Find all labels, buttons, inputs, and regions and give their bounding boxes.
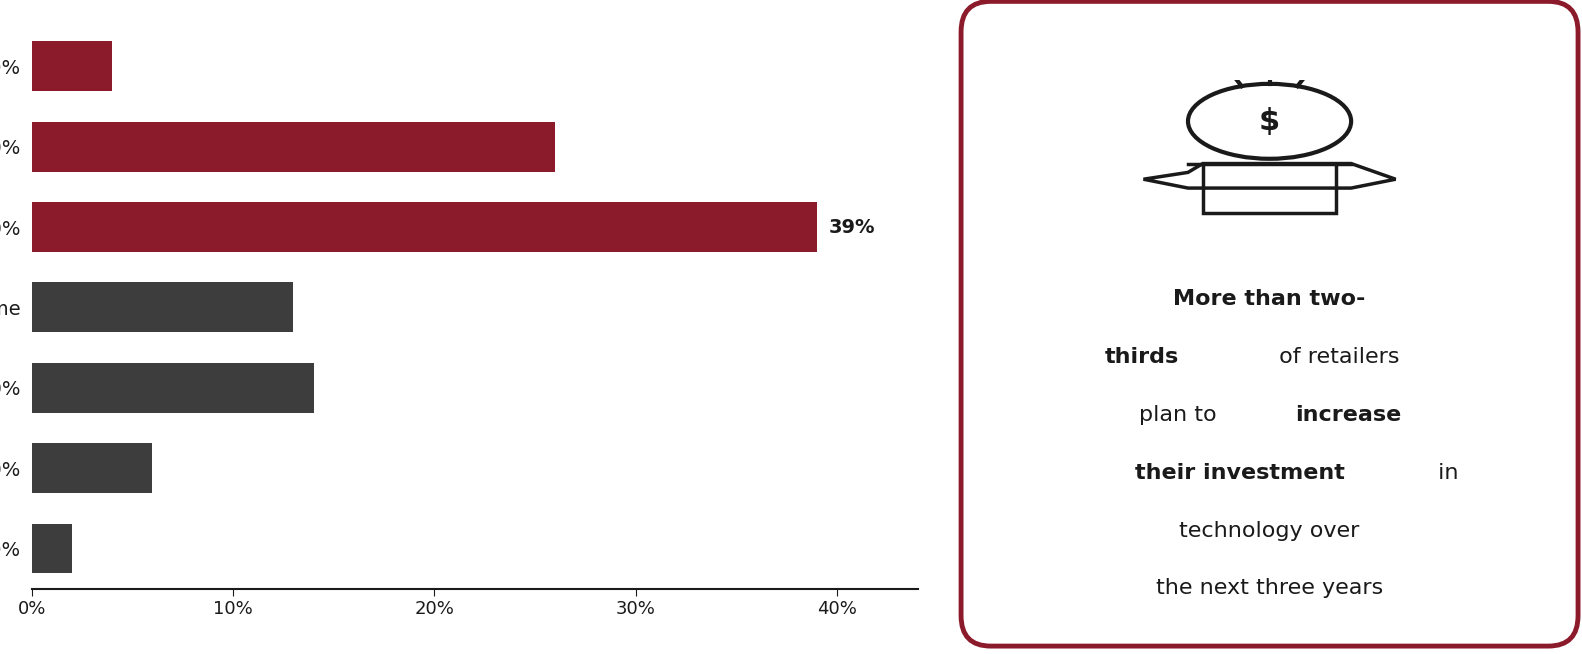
Text: of retailers: of retailers [1272, 347, 1398, 367]
Text: $: $ [1259, 107, 1280, 136]
Bar [32, 122, 555, 171]
Text: 39%: 39% [829, 218, 875, 237]
FancyBboxPatch shape [962, 1, 1579, 646]
Text: More than two-: More than two- [1174, 290, 1365, 309]
Text: thirds: thirds [1106, 347, 1180, 367]
Bar [32, 363, 313, 413]
Text: their investment: their investment [1136, 463, 1345, 483]
Text: plan to: plan to [1139, 405, 1224, 425]
Bar [32, 523, 71, 574]
Bar [32, 41, 112, 92]
Bar [32, 202, 816, 252]
Text: increase: increase [1294, 405, 1402, 425]
Text: in: in [1432, 463, 1459, 483]
Bar [32, 283, 293, 332]
Text: technology over: technology over [1179, 521, 1361, 540]
Bar [32, 443, 152, 493]
Text: the next three years: the next three years [1156, 578, 1383, 598]
